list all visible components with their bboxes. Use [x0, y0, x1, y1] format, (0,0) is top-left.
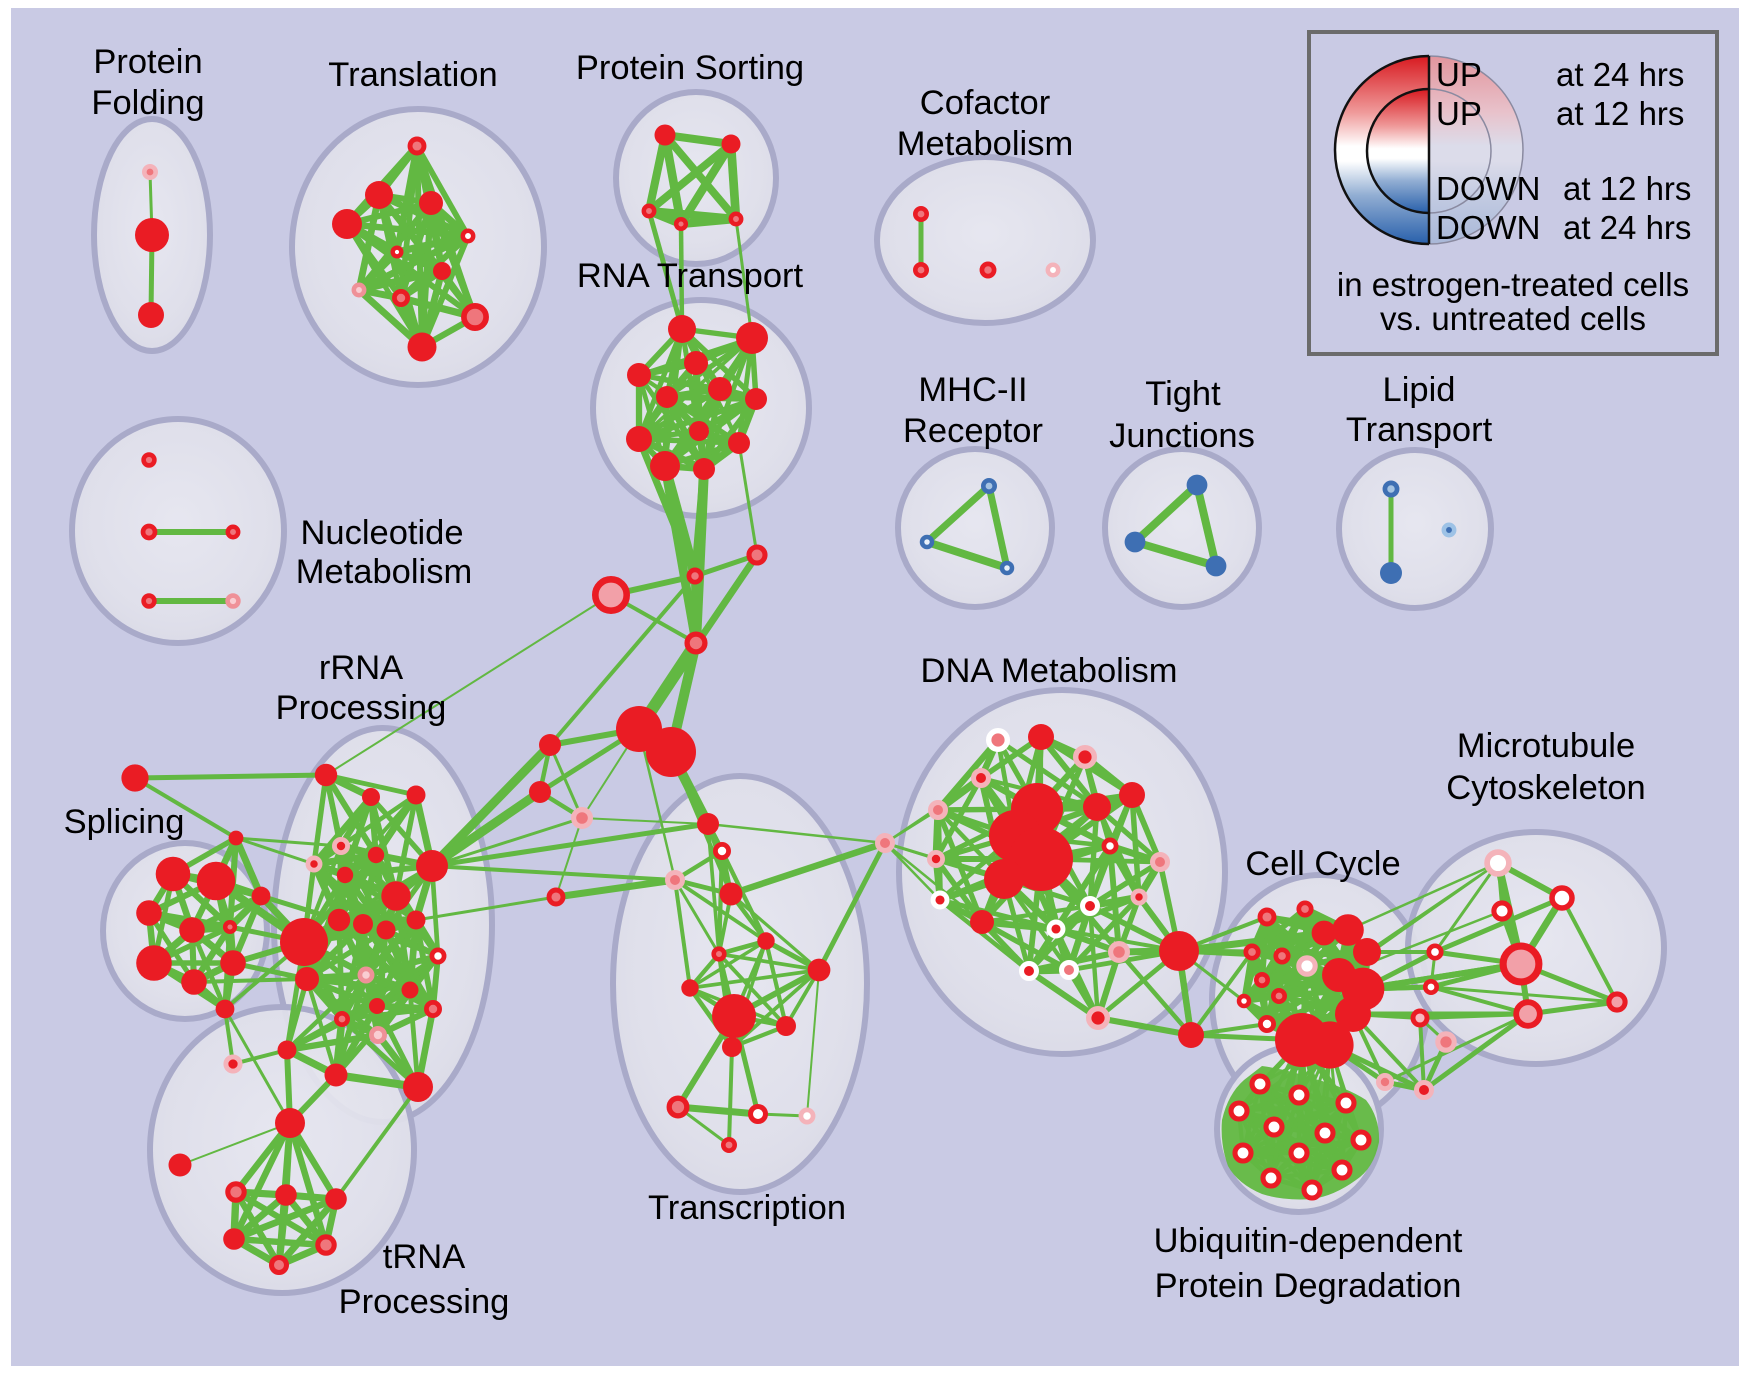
svg-text:rRNA: rRNA — [319, 649, 403, 687]
svg-text:Folding: Folding — [91, 84, 204, 122]
svg-text:MHC-II: MHC-II — [918, 371, 1027, 409]
svg-text:Cell Cycle: Cell Cycle — [1245, 845, 1400, 883]
svg-text:Metabolism: Metabolism — [897, 125, 1073, 163]
svg-text:Junctions: Junctions — [1109, 417, 1255, 455]
svg-text:in estrogen-treated cells: in estrogen-treated cells — [1337, 266, 1689, 303]
svg-text:DOWN: DOWN — [1436, 170, 1540, 207]
svg-text:Tight: Tight — [1145, 375, 1221, 413]
svg-text:Protein Sorting: Protein Sorting — [576, 49, 804, 87]
svg-text:Protein Degradation: Protein Degradation — [1155, 1267, 1462, 1305]
svg-text:at 24 hrs: at 24 hrs — [1556, 56, 1684, 93]
svg-text:Translation: Translation — [328, 56, 497, 94]
svg-text:Nucleotide: Nucleotide — [300, 514, 463, 552]
svg-text:Processing: Processing — [339, 1283, 510, 1321]
svg-text:UP: UP — [1436, 95, 1482, 132]
svg-text:Cofactor: Cofactor — [920, 84, 1050, 122]
svg-text:DNA Metabolism: DNA Metabolism — [921, 652, 1178, 690]
svg-text:Receptor: Receptor — [903, 412, 1043, 450]
svg-text:Ubiquitin-dependent: Ubiquitin-dependent — [1154, 1222, 1463, 1260]
svg-text:tRNA: tRNA — [383, 1238, 465, 1276]
svg-text:at 12 hrs: at 12 hrs — [1563, 170, 1691, 207]
svg-text:Cytoskeleton: Cytoskeleton — [1446, 769, 1645, 807]
svg-text:Protein: Protein — [93, 43, 202, 81]
svg-text:Microtubule: Microtubule — [1457, 727, 1635, 765]
svg-text:vs. untreated cells: vs. untreated cells — [1380, 300, 1646, 337]
svg-text:at 24 hrs: at 24 hrs — [1563, 209, 1691, 246]
svg-text:UP: UP — [1436, 56, 1482, 93]
svg-text:Lipid: Lipid — [1383, 371, 1456, 409]
svg-text:DOWN: DOWN — [1436, 209, 1540, 246]
svg-text:Splicing: Splicing — [64, 803, 185, 841]
svg-text:Metabolism: Metabolism — [296, 553, 472, 591]
svg-text:Transcription: Transcription — [648, 1189, 846, 1227]
svg-text:at 12 hrs: at 12 hrs — [1556, 95, 1684, 132]
svg-text:RNA Transport: RNA Transport — [577, 257, 804, 295]
svg-text:Processing: Processing — [276, 689, 447, 727]
svg-text:Transport: Transport — [1346, 411, 1493, 449]
